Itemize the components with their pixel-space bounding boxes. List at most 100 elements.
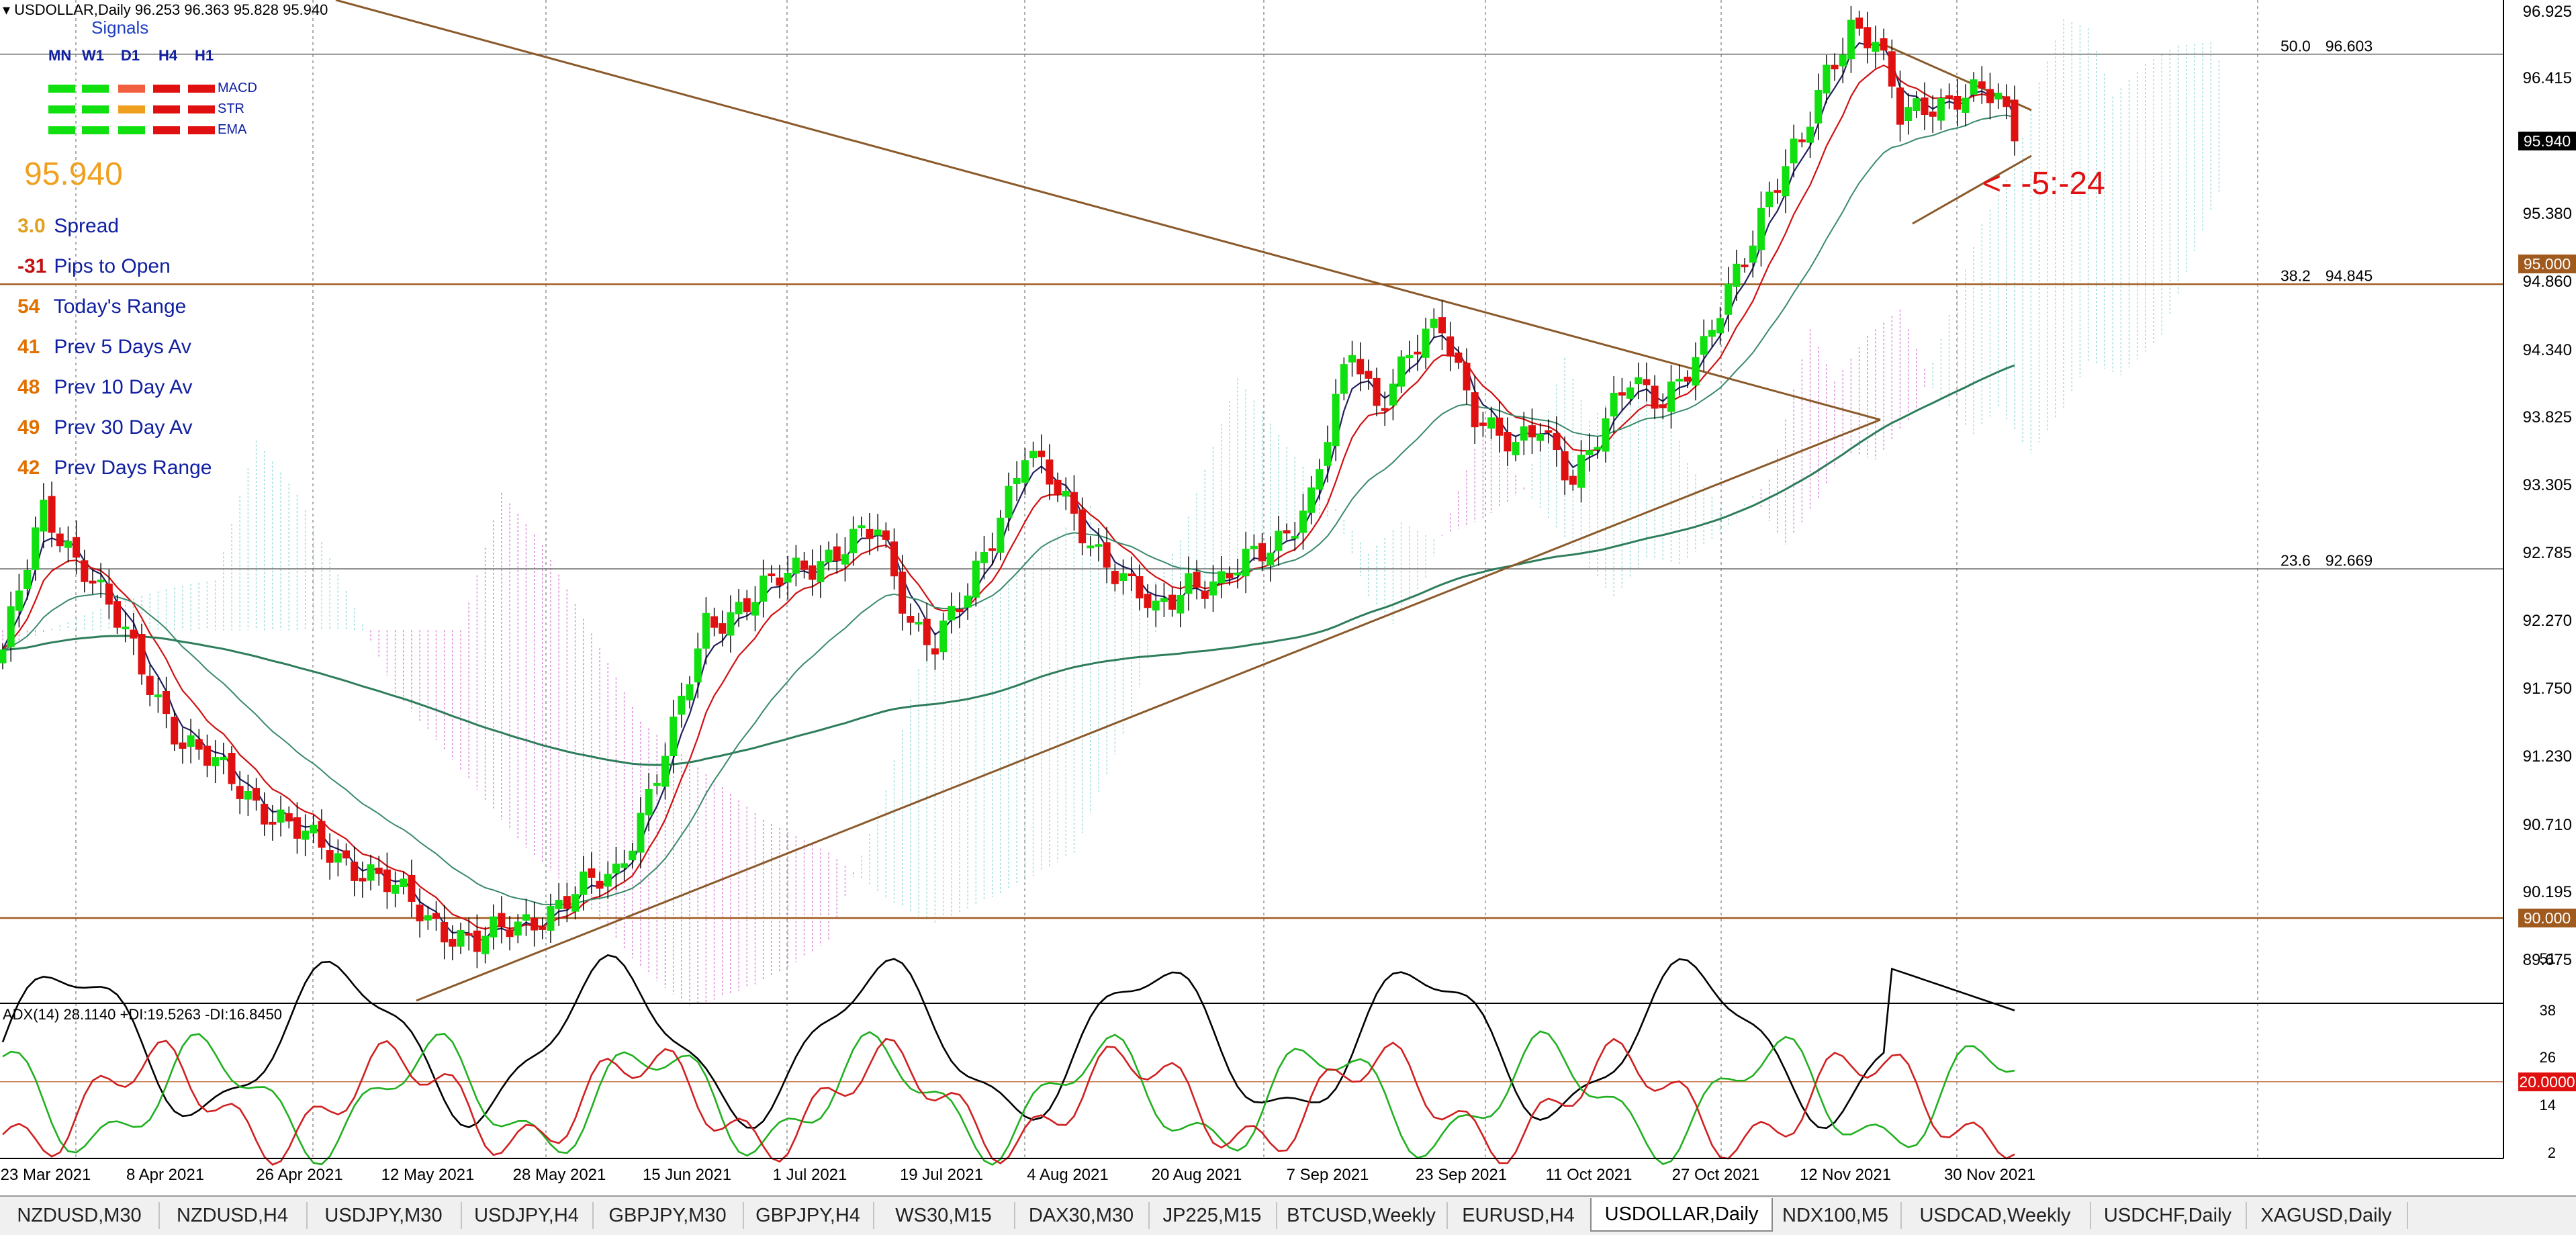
fibonacci-label: 38.2 94.845 bbox=[2281, 267, 2373, 285]
fib-price: 94.845 bbox=[2325, 267, 2373, 285]
candle bbox=[1700, 319, 1708, 371]
candle bbox=[473, 914, 481, 968]
candle bbox=[195, 729, 203, 760]
candle bbox=[1226, 566, 1234, 586]
candle bbox=[596, 872, 604, 898]
candle bbox=[678, 682, 686, 728]
candle bbox=[130, 612, 138, 655]
candle bbox=[1258, 533, 1267, 571]
candle bbox=[113, 594, 122, 635]
tab-eurusd-h4[interactable]: EURUSD,H4 bbox=[1446, 1202, 1592, 1229]
candle bbox=[1013, 461, 1021, 502]
candle bbox=[735, 589, 743, 627]
tab-usdollar-daily[interactable]: USDOLLAR,Daily bbox=[1590, 1198, 1773, 1232]
candle bbox=[1675, 364, 1684, 396]
tab-usdjpy-m30[interactable]: USDJPY,M30 bbox=[306, 1202, 462, 1229]
tab-usdjpy-h4[interactable]: USDJPY,H4 bbox=[461, 1202, 594, 1229]
stat-label: Prev 10 Day Av bbox=[48, 376, 193, 398]
candle bbox=[1643, 362, 1651, 402]
candle bbox=[1896, 71, 1904, 142]
candle bbox=[825, 541, 833, 571]
candle bbox=[1790, 124, 1798, 178]
candle bbox=[1201, 581, 1209, 609]
candle bbox=[138, 623, 146, 685]
stat-label: Pips to Open bbox=[48, 255, 171, 277]
tab-nzdusd-h4[interactable]: NZDUSD,H4 bbox=[158, 1202, 308, 1229]
candle bbox=[1692, 342, 1700, 401]
candle bbox=[514, 914, 522, 944]
candle bbox=[1921, 82, 1929, 130]
stat-label: Prev 30 Day Av bbox=[48, 416, 193, 439]
candle bbox=[727, 595, 735, 653]
candle bbox=[1144, 584, 1152, 618]
candle bbox=[1185, 556, 1193, 611]
signal-cell-green bbox=[48, 126, 75, 134]
candle bbox=[1561, 437, 1569, 495]
candle bbox=[1291, 522, 1299, 551]
candle bbox=[73, 520, 81, 575]
date-axis-label: 23 Mar 2021 bbox=[0, 1166, 91, 1184]
candle bbox=[1716, 306, 1724, 345]
signal-cell-green bbox=[82, 85, 109, 93]
candle bbox=[1111, 563, 1119, 592]
triangle-down-icon[interactable]: ▾ bbox=[3, 1, 11, 18]
fibonacci-label: 23.6 92.669 bbox=[2281, 552, 2373, 570]
candle bbox=[1978, 66, 1986, 104]
candle bbox=[1708, 320, 1716, 347]
candle bbox=[1585, 433, 1594, 472]
tab-gbpjpy-h4[interactable]: GBPJPY,H4 bbox=[743, 1202, 874, 1229]
candle bbox=[1545, 419, 1553, 444]
candle bbox=[269, 805, 277, 841]
tab-ndx100-m5[interactable]: NDX100,M5 bbox=[1770, 1202, 1902, 1229]
candle bbox=[187, 719, 195, 764]
candle bbox=[1880, 28, 1888, 60]
candle bbox=[858, 516, 866, 537]
candle bbox=[203, 734, 211, 778]
candle bbox=[939, 612, 948, 660]
stat-row: 42 Prev Days Range bbox=[17, 457, 212, 479]
tab-gbpjpy-m30[interactable]: GBPJPY,M30 bbox=[592, 1202, 744, 1229]
stat-row: 3.0 Spread bbox=[17, 215, 119, 238]
candle bbox=[375, 856, 383, 886]
candle bbox=[694, 633, 702, 698]
candle bbox=[0, 643, 7, 670]
price-axis-label: 91.230 bbox=[2522, 747, 2572, 766]
candle bbox=[351, 846, 359, 897]
candle bbox=[154, 678, 162, 713]
tab-ws30-m15[interactable]: WS30,M15 bbox=[873, 1202, 1015, 1229]
candle bbox=[1168, 588, 1177, 617]
signal-cell-green bbox=[118, 126, 145, 134]
plus-di-line bbox=[2, 1030, 2015, 1166]
signal-cell-red bbox=[153, 126, 180, 134]
date-axis-label: 4 Aug 2021 bbox=[1027, 1166, 1109, 1184]
fib-ratio: 50.0 bbox=[2281, 37, 2311, 55]
candle bbox=[56, 527, 64, 553]
candle bbox=[653, 774, 661, 795]
candle bbox=[1520, 412, 1528, 455]
price-chart[interactable] bbox=[0, 0, 2576, 1195]
tab-usdchf-daily[interactable]: USDCHF,Daily bbox=[2090, 1202, 2247, 1229]
chart-area[interactable]: ▾ USDOLLAR,Daily 96.253 96.363 95.828 95… bbox=[0, 0, 2576, 1195]
ichimoku-cloud bbox=[2, 19, 2220, 1007]
candle bbox=[1005, 472, 1013, 531]
candle bbox=[1741, 258, 1749, 273]
tab-usdcad-weekly[interactable]: USDCAD,Weekly bbox=[1900, 1202, 2091, 1229]
candle bbox=[367, 854, 375, 890]
signal-cell-orange bbox=[118, 105, 145, 113]
candle bbox=[1430, 308, 1438, 338]
tab-btcusd-weekly[interactable]: BTCUSD,Weekly bbox=[1276, 1202, 1448, 1229]
tab-nzdusd-m30[interactable]: NZDUSD,M30 bbox=[0, 1202, 160, 1229]
candle bbox=[1945, 83, 1953, 109]
candle bbox=[1193, 560, 1201, 600]
tab-jp225-m15[interactable]: JP225,M15 bbox=[1148, 1202, 1277, 1229]
candle bbox=[1528, 408, 1536, 455]
price-axis-label: 94.860 bbox=[2522, 273, 2572, 291]
date-axis-label: 30 Nov 2021 bbox=[1943, 1166, 2036, 1184]
tab-dax30-m30[interactable]: DAX30,M30 bbox=[1014, 1202, 1150, 1229]
candle bbox=[1569, 469, 1577, 491]
candle bbox=[383, 852, 391, 909]
candle bbox=[465, 917, 473, 951]
tab-xagusd-daily[interactable]: XAGUSD,Daily bbox=[2246, 1202, 2408, 1229]
level-price-tag: 95.000 bbox=[2518, 255, 2576, 273]
stat-label: Spread bbox=[48, 215, 120, 237]
